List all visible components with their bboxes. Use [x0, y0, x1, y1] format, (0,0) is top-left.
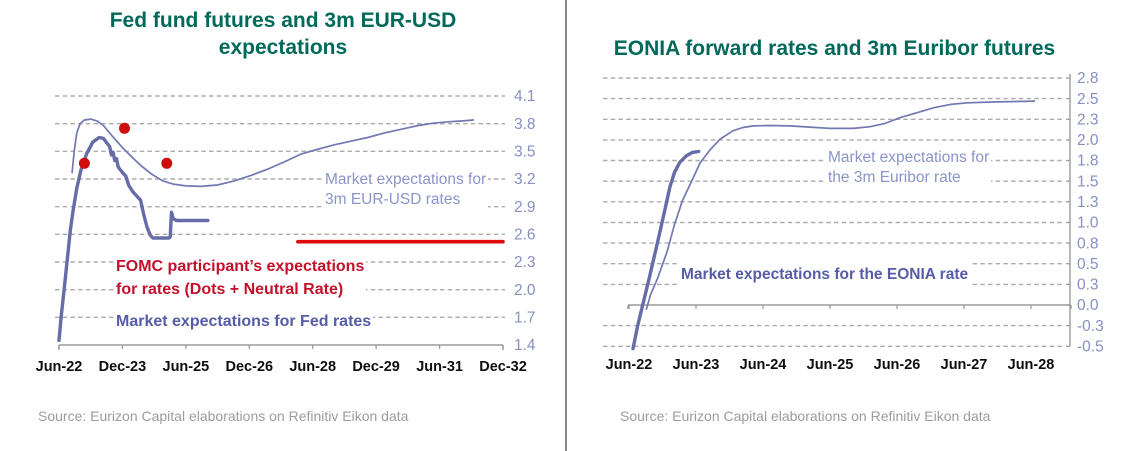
- fed-funds-chart: Jun-22 Dec-23 Jun-25 Dec-26 Jun-28 Dec-29 Jun-…: [36, 88, 536, 375]
- annotation-fomc-dots: FOMC participant’s expectations for rate…: [114, 255, 367, 301]
- x-axis-label: Jun-28: [1008, 357, 1055, 373]
- x-axis-label: Jun-22: [36, 359, 83, 375]
- series-market-expectations-for-3m-eur-usd-rates: [71, 118, 475, 188]
- source-note-right: Source: Eurizon Capital elaborations on …: [620, 408, 991, 424]
- series-market-expectations-for-fed-rates: [57, 135, 210, 343]
- y-axis-label: 3.8: [514, 116, 536, 133]
- x-axis-label: Jun-22: [606, 357, 653, 373]
- y-axis-label: 3.5: [514, 144, 536, 161]
- x-axis-label: Dec-29: [352, 359, 400, 375]
- annotation-eur-usd-line1: Market expectations for: [325, 171, 487, 188]
- x-axis-label: Jun-25: [163, 359, 210, 375]
- y-axis-label: 1.7: [514, 310, 536, 327]
- y-axis-label: 1.3: [1077, 194, 1099, 211]
- y-axis-label: 0.5: [1077, 256, 1099, 273]
- annotation-euribor-line: Market expectations for the 3m Euribor r…: [826, 148, 992, 187]
- eonia-euribor-chart: Jun-22 Jun-23 Jun-24 Jun-25 Jun-26 Jun-27 Jun-…: [603, 70, 1104, 373]
- x-axis-label: Jun-23: [673, 357, 720, 373]
- y-axis-label: 2.8: [1077, 70, 1099, 87]
- source-note-left: Source: Eurizon Capital elaborations on …: [38, 408, 409, 424]
- x-axis-label: Jun-26: [874, 357, 921, 373]
- y-axis-label: 2.3: [1077, 112, 1099, 129]
- left-chart-title-line2: expectations: [218, 36, 348, 59]
- right-chart-title: EONIA forward rates and 3m Euribor futur…: [613, 37, 1056, 60]
- y-axis-label: 2.9: [514, 199, 536, 216]
- y-axis-label: 0.8: [1077, 235, 1099, 252]
- series-market-expectations-for-the-eonia-rate: [631, 149, 701, 351]
- y-axis-label: 2.5: [1077, 91, 1099, 108]
- y-axis-label: 3.2: [514, 171, 536, 188]
- series-market-expectations-for-the-3m-euribor-rate: [645, 100, 1036, 310]
- y-axis-label: 2.6: [514, 227, 536, 244]
- annotation-euribor-line2: the 3m Euribor rate: [828, 168, 961, 186]
- annotation-fomc-line1: FOMC participant’s expectations: [116, 258, 365, 275]
- annotation-euribor-line1: Market expectations for: [828, 149, 990, 166]
- y-axis-label: 2.0: [1077, 132, 1099, 149]
- x-axis-label: Jun-25: [807, 357, 854, 373]
- y-axis-label: -0.3: [1077, 318, 1104, 335]
- annotation-eur-usd-line2: 3m EUR-USD rates: [325, 190, 461, 208]
- x-axis-label: Jun-31: [416, 359, 463, 375]
- y-axis-label: 1.4: [514, 337, 536, 354]
- y-axis-label: 1.5: [1077, 173, 1099, 190]
- annotation-fomc-line2: for rates (Dots + Neutral Rate): [116, 281, 344, 298]
- y-axis-label: -0.5: [1077, 339, 1104, 356]
- y-axis-label: 0.3: [1077, 277, 1099, 294]
- annotation-eur-usd-line: Market expectations for 3m EUR-USD rates: [323, 170, 489, 209]
- x-axis-label: Jun-27: [941, 357, 988, 373]
- y-axis-label: 0.0: [1077, 297, 1099, 314]
- y-axis-label: 2.3: [514, 254, 536, 271]
- y-axis-label: 4.1: [514, 88, 536, 105]
- y-axis-label: 2.0: [514, 282, 536, 299]
- annotation-eonia-rate: Market expectations for the EONIA rate: [679, 263, 971, 286]
- x-axis-label: Jun-24: [740, 357, 787, 373]
- annotation-fed-rates: Market expectations for Fed rates: [114, 310, 374, 333]
- vertical-divider: [565, 0, 567, 451]
- left-chart-title-line1: Fed fund futures and 3m EUR-USD: [109, 9, 457, 32]
- x-axis-label: Dec-26: [226, 359, 274, 375]
- left-chart-title: Fed fund futures and 3m EUR-USD expectat…: [0, 7, 566, 61]
- fomc-dot: [161, 157, 173, 169]
- y-axis-label: 1.8: [1077, 153, 1099, 170]
- x-axis-label: Jun-28: [289, 359, 336, 375]
- x-axis-label: Dec-32: [479, 359, 527, 375]
- fomc-dot: [119, 122, 130, 134]
- x-axis-label: Dec-23: [99, 359, 147, 375]
- fomc-dot: [78, 157, 90, 169]
- y-axis-label: 1.0: [1077, 215, 1099, 232]
